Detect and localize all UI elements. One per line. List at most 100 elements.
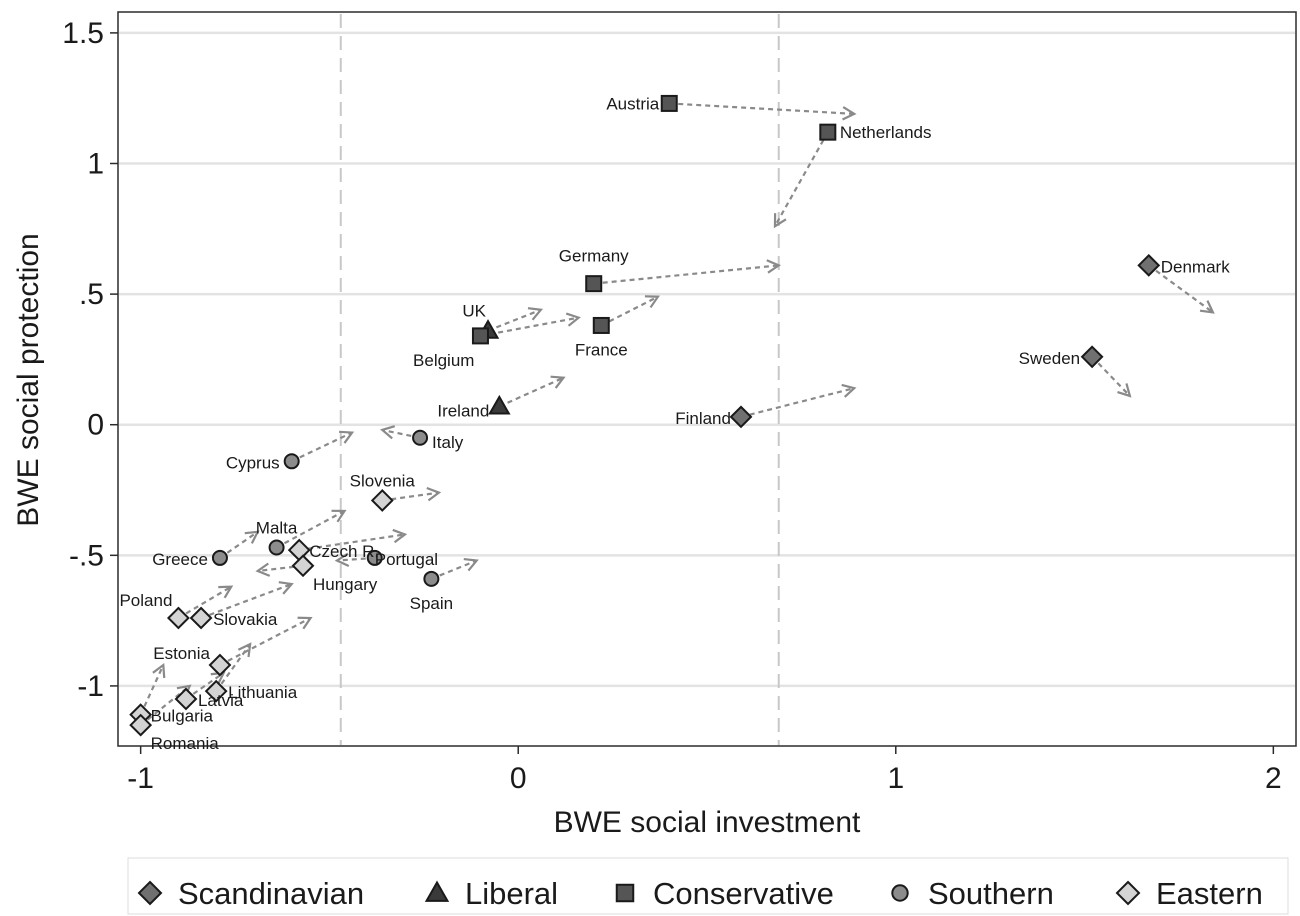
arrow-head (152, 662, 166, 679)
legend-marker (1115, 880, 1141, 906)
arrow-head (426, 486, 442, 502)
point-label: Sweden (1019, 349, 1080, 368)
trajectory-arrow (257, 564, 304, 573)
point-label: Ireland (437, 401, 489, 420)
x-tick-label: 2 (1265, 762, 1282, 795)
point-label: Lithuania (228, 683, 298, 702)
arrow-head (218, 585, 234, 599)
trajectory-arrow (336, 556, 375, 562)
plot-area (117, 11, 1297, 747)
data-point (585, 275, 603, 293)
data-point (819, 123, 837, 141)
data-point (660, 94, 678, 112)
trajectory-arrow (593, 264, 779, 285)
x-tick-label: 0 (510, 762, 527, 795)
data-point (1137, 253, 1161, 277)
arrow-head (392, 528, 408, 544)
y-axis-title: BWE social protection (12, 233, 45, 526)
point-label: Romania (151, 734, 220, 753)
arrow-head (1199, 300, 1215, 314)
point-labels: Austria Netherlands Germany UK Belgium France… (119, 94, 1230, 753)
trajectory-arrow (219, 530, 259, 559)
legend-marker (891, 884, 909, 902)
trajectory-arrow (498, 376, 564, 408)
arrow-head (841, 383, 857, 398)
trajectory-arrow (480, 316, 579, 337)
y-tick-label: 0 (87, 409, 104, 442)
y-tick-label: 1 (87, 148, 104, 181)
x-axis-title: BWE social investment (554, 806, 861, 839)
point-label: Denmark (1161, 257, 1230, 276)
trajectory-arrow (1148, 264, 1214, 314)
trajectory-arrow (200, 583, 293, 620)
point-label: UK (462, 302, 486, 321)
data-point (166, 606, 190, 630)
point-label: Finland (675, 409, 731, 428)
arrow-head (1117, 383, 1132, 398)
point-label: Portugal (375, 550, 438, 569)
arrow-head (842, 106, 857, 121)
arrow-head (339, 430, 355, 444)
arrow-head (210, 671, 226, 685)
data-point (471, 327, 489, 345)
trajectory-arrow (177, 585, 232, 619)
trajectory-arrow (276, 509, 346, 549)
point-label: Bulgaria (151, 707, 214, 726)
arrow-head (550, 375, 566, 389)
point-label: Italy (432, 433, 464, 452)
trajectory-arrow (185, 671, 225, 700)
point-label: France (575, 340, 628, 359)
y-tick-label: -1 (77, 670, 104, 703)
trajectory-arrow (291, 431, 353, 463)
x-tick-label: -1 (127, 762, 154, 795)
arrow-head (773, 213, 787, 229)
data-point (291, 554, 315, 578)
arrow-head (297, 616, 313, 630)
point-label: Netherlands (840, 123, 932, 142)
trajectory-arrow (1091, 356, 1131, 397)
data-point (1080, 345, 1104, 369)
trajectory-arrow (139, 685, 191, 726)
point-label: Slovakia (213, 610, 278, 629)
point-label: Poland (119, 591, 172, 610)
trajectory-arrow (215, 643, 252, 692)
arrow-head (527, 307, 544, 321)
legend-label: Conservative (653, 876, 834, 911)
point-label: Greece (152, 550, 208, 569)
arrow-head (331, 509, 347, 523)
data-point (204, 679, 228, 703)
point-label: Germany (559, 247, 629, 266)
gridlines (119, 31, 1295, 688)
point-label: Malta (256, 518, 298, 537)
legend-label: Scandinavian (178, 876, 364, 911)
arrow-head (766, 259, 782, 274)
axes: 1.51.50-.5-1-1 0 1 2 (62, 17, 1281, 795)
point-label: Cyprus (226, 453, 280, 472)
trajectory-arrow (430, 559, 478, 580)
legend-label: Liberal (465, 876, 558, 911)
x-tick-label: 1 (887, 762, 904, 795)
point-label: Hungary (313, 575, 378, 594)
arrow-head (334, 552, 350, 567)
arrow-head (565, 312, 581, 327)
trajectory-arrow (219, 617, 312, 667)
trajectory-arrow (382, 428, 421, 439)
point-label: Spain (410, 594, 453, 613)
arrow-head (463, 557, 479, 572)
legend-label: Eastern (1156, 876, 1263, 911)
point-label: Estonia (153, 644, 210, 663)
point-label: Austria (606, 94, 659, 113)
point-label: Czech R. (309, 542, 379, 561)
data-point (366, 549, 383, 566)
data-point (412, 429, 429, 446)
y-tick-label: .5 (79, 278, 104, 311)
point-label: Slovenia (350, 471, 416, 490)
point-label: Belgium (413, 351, 474, 370)
data-point (174, 687, 198, 711)
data-point (211, 549, 228, 566)
arrow-head (237, 642, 252, 658)
legend-box (127, 857, 1289, 915)
trajectory-arrow (669, 102, 855, 115)
data-point (129, 713, 153, 737)
arrow-head (644, 295, 660, 309)
